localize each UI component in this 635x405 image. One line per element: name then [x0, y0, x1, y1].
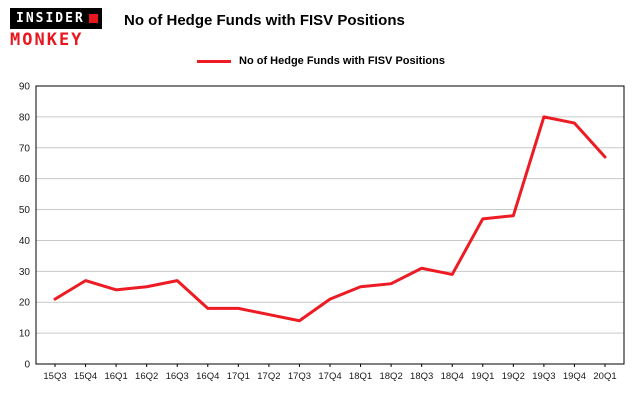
x-tick-label: 16Q2	[135, 371, 158, 382]
x-tick-label: 16Q3	[166, 371, 189, 382]
x-tick-label: 16Q4	[196, 371, 219, 382]
data-line-fisv	[53, 115, 607, 323]
x-tick-label: 16Q1	[104, 371, 127, 382]
x-tick-label: 19Q2	[502, 371, 525, 382]
x-tick-label: 18Q4	[441, 371, 464, 382]
x-tick-label: 17Q1	[227, 371, 250, 382]
y-tick-label: 90	[19, 82, 31, 93]
chart-title: No of Hedge Funds with FISV Positions	[124, 12, 405, 29]
y-tick-label: 20	[19, 298, 31, 309]
x-tick-label: 17Q2	[257, 371, 280, 382]
y-tick-label: 10	[19, 329, 31, 340]
y-tick-label: 50	[19, 205, 31, 216]
x-tick-label: 15Q4	[74, 371, 97, 382]
x-tick-label: 15Q3	[43, 371, 66, 382]
x-tick-label: 18Q2	[379, 371, 402, 382]
logo-insider-text: INSIDER	[16, 11, 85, 26]
logo-red-square-icon	[88, 14, 98, 23]
x-tick-label: 17Q3	[288, 371, 311, 382]
x-tick-label: 17Q4	[318, 371, 341, 382]
insider-monkey-logo: INSIDER MONKEY	[10, 8, 102, 50]
y-tick-label: 80	[19, 112, 31, 123]
legend-line-swatch-icon	[197, 59, 231, 63]
x-tick-label: 19Q3	[532, 371, 555, 382]
legend-label: No of Hedge Funds with FISV Positions	[239, 55, 445, 67]
y-tick-label: 0	[24, 360, 30, 371]
y-tick-label: 40	[19, 236, 31, 247]
x-tick-label: 19Q1	[471, 371, 494, 382]
legend: No of Hedge Funds with FISV Positions	[197, 55, 445, 67]
x-tick-label: 18Q1	[349, 371, 372, 382]
x-tick-label: 20Q1	[593, 371, 616, 382]
y-tick-label: 60	[19, 174, 31, 185]
logo-insider-bar: INSIDER	[10, 8, 102, 29]
logo-monkey-text: MONKEY	[10, 30, 84, 50]
y-tick-label: 70	[19, 143, 31, 154]
x-tick-label: 19Q4	[563, 371, 586, 382]
y-tick-label: 30	[19, 267, 31, 278]
x-tick-label: 18Q3	[410, 371, 433, 382]
plot-border	[35, 85, 625, 365]
